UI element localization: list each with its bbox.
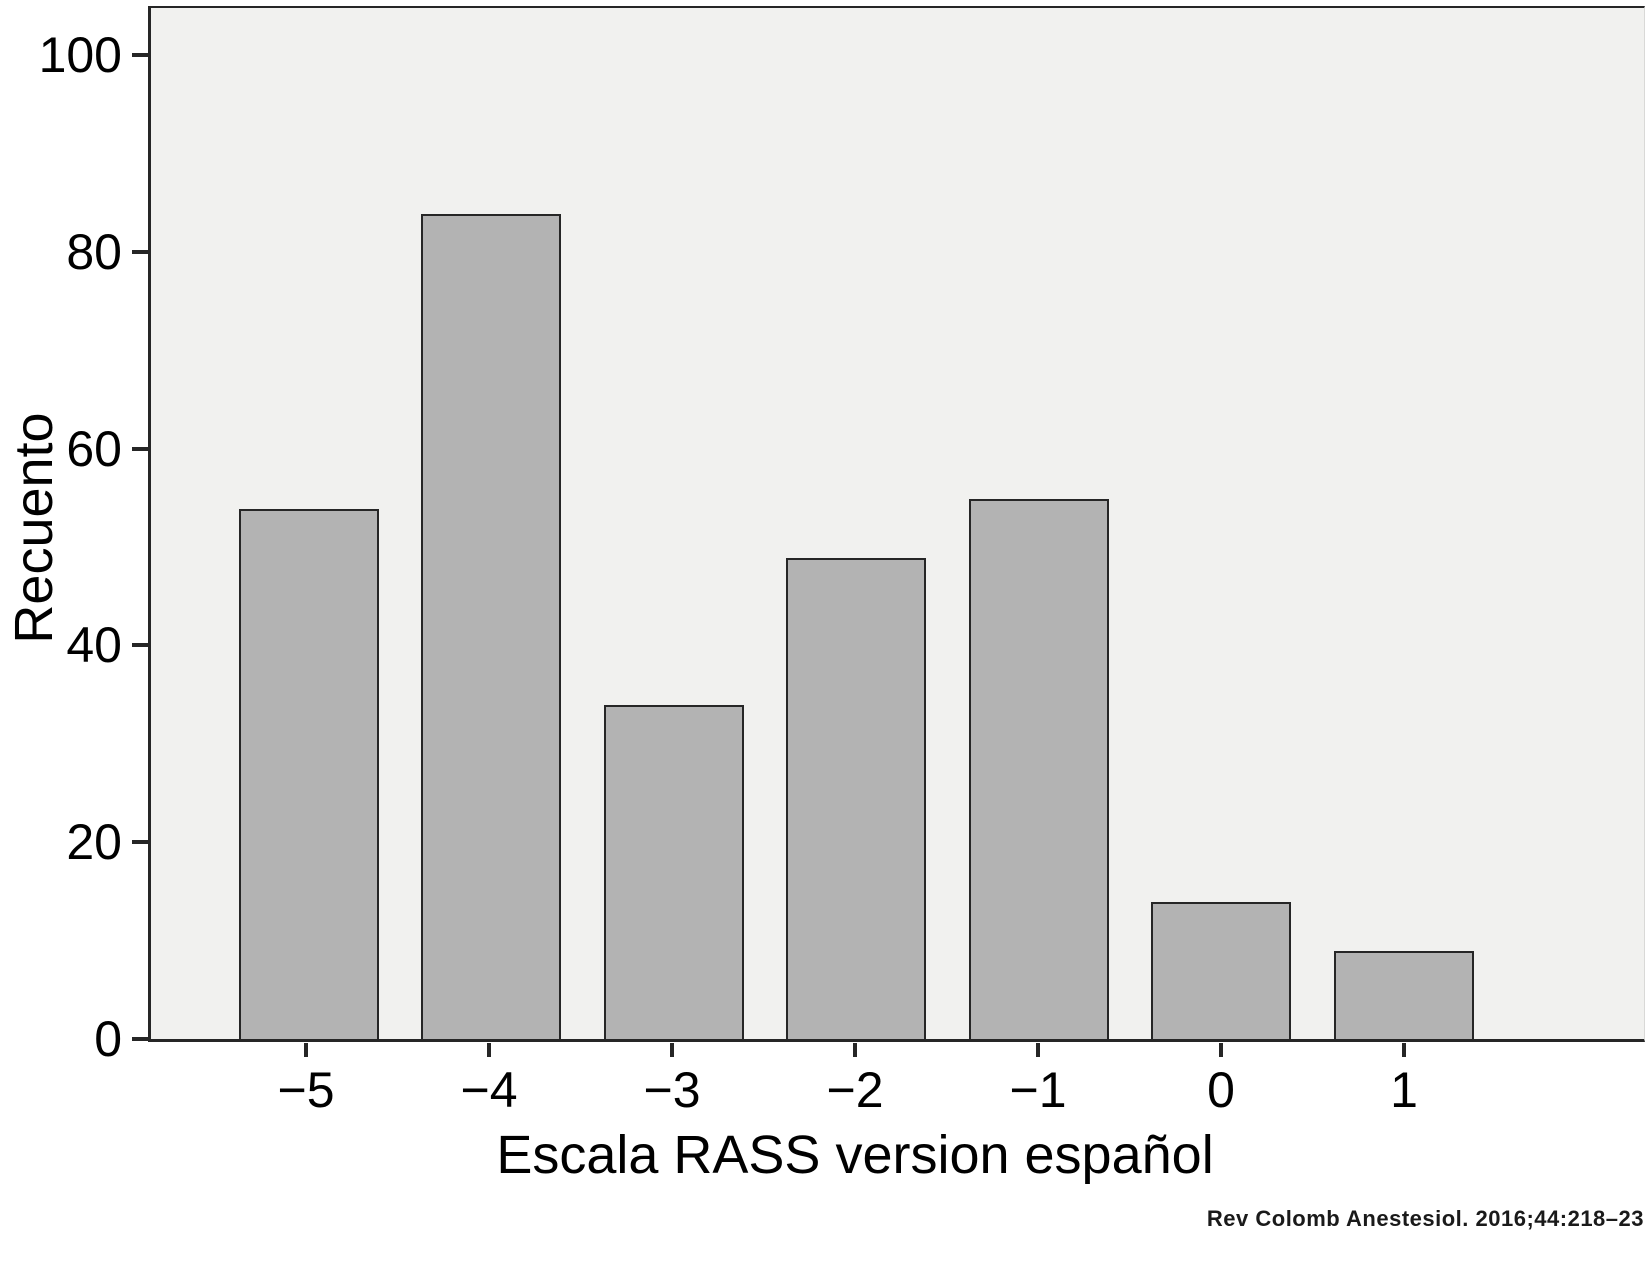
x-tick-mark	[1036, 1043, 1040, 1057]
bar	[421, 214, 562, 1039]
y-tick-mark	[132, 643, 148, 648]
y-axis-ticks: 0 20 40 60 80 100	[0, 6, 148, 1064]
x-tick-label: −2	[826, 1062, 884, 1118]
x-tick-label: 0	[1207, 1062, 1235, 1118]
y-tick-mark	[132, 1037, 148, 1041]
bar	[1151, 901, 1292, 1039]
citation-text: Rev Colomb Anestesiol. 2016;44:218–23	[1206, 1206, 1644, 1231]
x-tick-mark	[670, 1043, 674, 1057]
x-tick-mark	[304, 1043, 308, 1057]
y-tick-label: 80	[66, 223, 122, 280]
x-tick-label: −4	[460, 1062, 518, 1118]
x-axis-title: Escala RASS version español	[496, 1125, 1214, 1185]
x-tick-label: −1	[1009, 1062, 1067, 1118]
y-tick-label: 60	[66, 420, 122, 477]
plot-area	[148, 6, 1645, 1042]
x-tick-mark	[1219, 1043, 1223, 1057]
y-tick-label: 100	[38, 27, 122, 84]
x-axis-ticks: −5 −4 −3 −2 −1 0 1	[148, 1043, 1645, 1153]
y-tick-mark	[132, 53, 148, 58]
bar	[1333, 950, 1474, 1039]
y-tick-mark	[132, 249, 148, 254]
y-tick-mark	[132, 446, 148, 451]
x-tick-mark	[853, 1043, 857, 1057]
x-tick-label: 1	[1390, 1062, 1418, 1118]
x-tick-label: −5	[277, 1062, 335, 1118]
x-tick-mark	[1402, 1043, 1406, 1057]
y-tick-mark	[132, 840, 148, 845]
x-tick-mark	[487, 1043, 491, 1057]
bar	[603, 705, 744, 1039]
bar	[786, 557, 927, 1039]
y-tick-label: 40	[66, 617, 122, 674]
x-tick-label: −3	[643, 1062, 701, 1118]
bar	[968, 498, 1109, 1039]
y-tick-label: 0	[94, 1011, 122, 1067]
bar	[238, 508, 379, 1039]
y-tick-label: 20	[66, 814, 122, 871]
